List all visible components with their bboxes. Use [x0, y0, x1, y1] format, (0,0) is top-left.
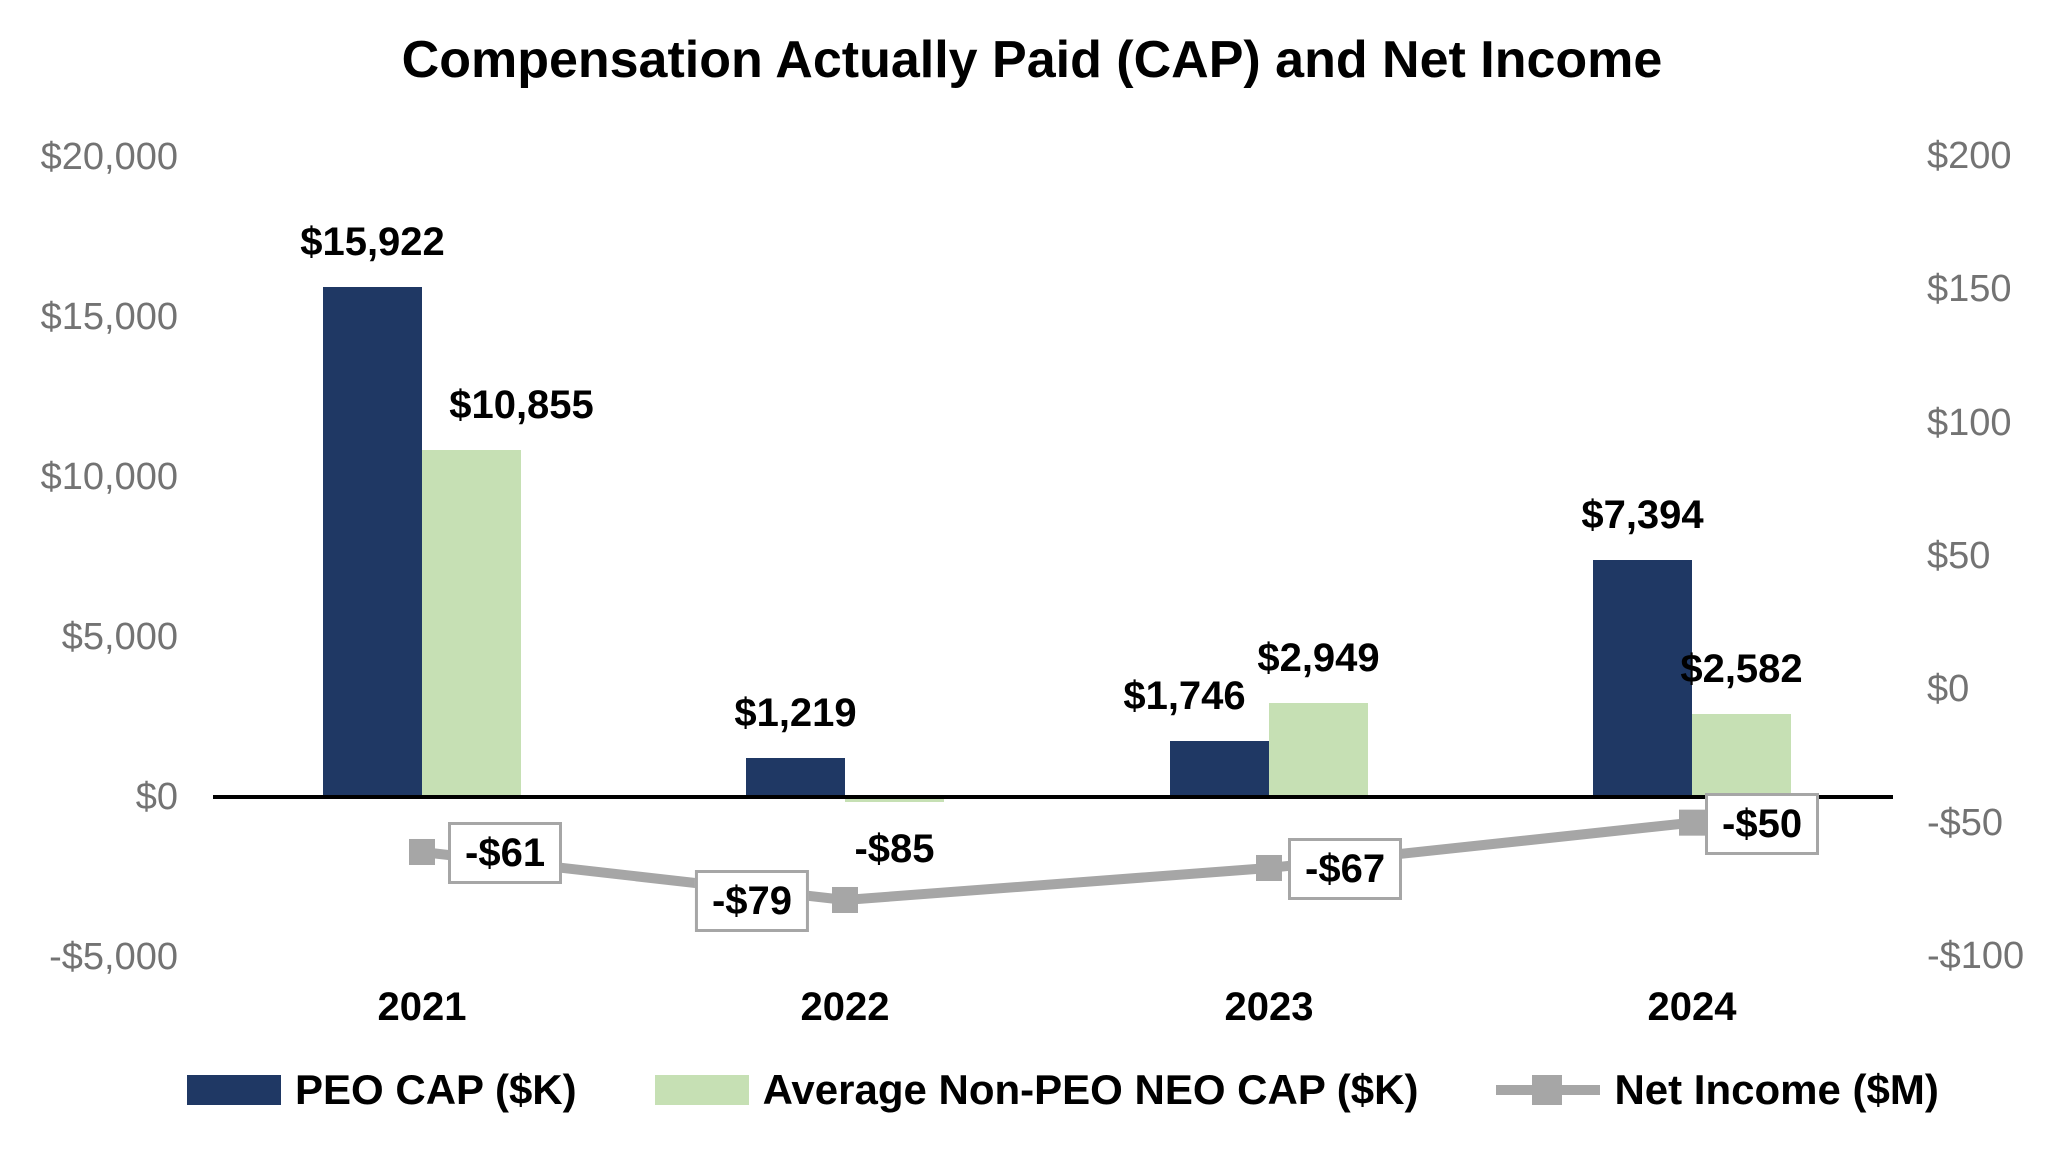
right-axis-tick: $0	[1927, 668, 1970, 711]
legend-label-avg-neo-cap: Average Non-PEO NEO CAP ($K)	[762, 1066, 1419, 1113]
bar-avg-neo-cap-2022	[845, 799, 944, 802]
net-income-line-path	[421, 817, 1693, 906]
x-axis-label-2021: 2021	[377, 985, 467, 1029]
net-income-label-2023: -$67	[1288, 837, 1403, 900]
bar-label-peo-cap-2023: $1,746	[1123, 674, 1246, 719]
left-axis-tick: $20,000	[40, 136, 178, 178]
net-income-line-symbol-marker	[1532, 1075, 1563, 1105]
bar-peo-cap-2021	[323, 287, 422, 797]
bar-avg-neo-cap-2024	[1692, 714, 1791, 797]
legend-item-avg-neo-cap: Average Non-PEO NEO CAP ($K)	[654, 1066, 1419, 1114]
legend-label-peo-cap: PEO CAP ($K)	[295, 1066, 577, 1113]
left-axis-tick: $5,000	[61, 616, 178, 658]
chart-title: Compensation Actually Paid (CAP) and Net…	[401, 31, 1663, 89]
peo-cap-swatch	[187, 1075, 281, 1105]
net-income-marker-2023	[1256, 854, 1282, 881]
avg-neo-cap-swatch	[654, 1075, 749, 1105]
bar-avg-neo-cap-2021	[422, 449, 521, 797]
bar-label-avg-neo-cap-2023: $2,949	[1257, 635, 1380, 680]
legend-item-net-income: Net Income ($M)	[1496, 1066, 1939, 1114]
left-axis-tick: -$5,000	[49, 936, 178, 978]
bar-label-peo-cap-2021: $15,922	[300, 220, 445, 265]
right-axis-tick: $150	[1927, 268, 2012, 311]
right-axis-tick: $200	[1927, 135, 2012, 177]
bar-label-peo-cap-2022: $1,219	[734, 690, 857, 735]
right-axis-tick: -$100	[1927, 934, 2025, 977]
bar-label-avg-neo-cap-2024: $2,582	[1680, 647, 1803, 692]
x-axis-line	[213, 795, 1893, 799]
bar-peo-cap-2022	[746, 757, 845, 797]
legend-label-net-income: Net Income ($M)	[1614, 1066, 1939, 1113]
net-income-marker-2021	[409, 838, 435, 865]
bar-peo-cap-2023	[1170, 741, 1269, 797]
net-income-line-symbol	[1496, 1073, 1601, 1107]
net-income-marker-2024	[1679, 809, 1705, 836]
left-axis-tick: $15,000	[40, 296, 178, 338]
left-axis-tick: $10,000	[40, 456, 178, 498]
net-income-label-2021: -$61	[448, 821, 563, 884]
bar-peo-cap-2024	[1593, 560, 1692, 797]
x-axis-label-2022: 2022	[800, 985, 890, 1029]
x-axis-label-2024: 2024	[1647, 985, 1737, 1029]
right-axis-tick: $100	[1927, 401, 2012, 444]
net-income-label-2024: -$50	[1705, 792, 1820, 855]
bar-label-avg-neo-cap-2021: $10,855	[449, 382, 594, 427]
right-axis-tick: $50	[1927, 535, 1991, 577]
legend-item-peo-cap: PEO CAP ($K)	[187, 1066, 577, 1114]
net-income-label-2022: -$79	[694, 869, 809, 932]
legend: PEO CAP ($K) Average Non-PEO NEO CAP ($K…	[187, 1066, 1939, 1114]
bar-avg-neo-cap-2023	[1269, 702, 1368, 797]
net-income-marker-2022	[832, 886, 858, 913]
x-axis-label-2023: 2023	[1224, 985, 1314, 1029]
bar-label-avg-neo-cap-2022: -$85	[854, 827, 935, 871]
left-axis-tick: $0	[135, 776, 178, 818]
right-axis-tick: -$50	[1927, 801, 2004, 844]
bar-label-peo-cap-2024: $7,394	[1581, 493, 1704, 538]
